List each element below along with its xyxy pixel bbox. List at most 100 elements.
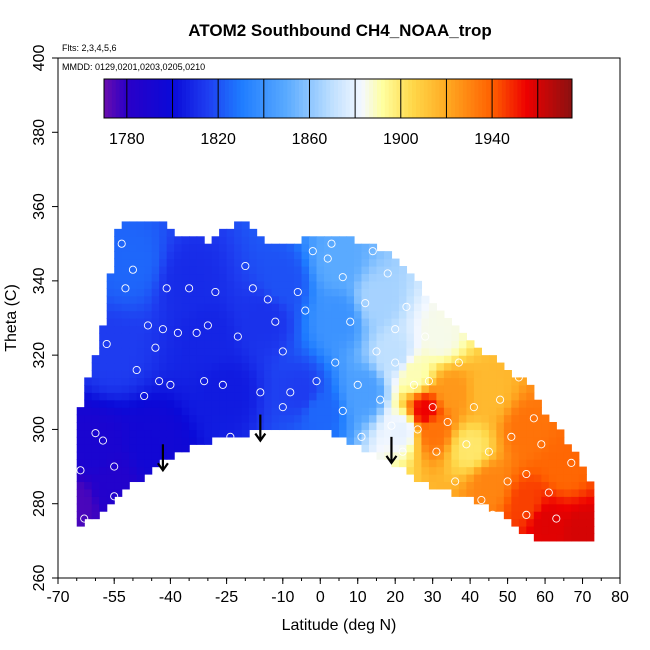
- field-cell: [331, 258, 340, 267]
- field-cell: [586, 511, 595, 520]
- field-cell: [136, 303, 145, 312]
- field-cell: [346, 422, 355, 431]
- field-cell: [264, 370, 273, 379]
- colorbar-segment: [174, 79, 179, 118]
- field-cell: [264, 399, 273, 408]
- field-cell: [294, 399, 303, 408]
- field-cell: [511, 392, 520, 401]
- field-cell: [84, 481, 93, 490]
- field-cell: [301, 392, 310, 401]
- field-cell: [301, 243, 310, 252]
- observation-marker: [117, 239, 126, 248]
- field-cell: [571, 488, 580, 497]
- field-cell: [114, 236, 123, 245]
- field-cell: [541, 518, 550, 527]
- field-cell: [151, 295, 160, 304]
- field-cell: [451, 414, 460, 423]
- field-cell: [151, 318, 160, 327]
- field-cell: [136, 414, 145, 423]
- field-cell: [114, 340, 123, 349]
- field-cell: [451, 422, 460, 431]
- field-cell: [571, 474, 580, 483]
- field-cell: [413, 332, 423, 341]
- field-cell: [286, 414, 295, 423]
- colorbar-segment: [408, 79, 413, 118]
- field-cell: [324, 280, 333, 289]
- field-cell: [376, 303, 385, 312]
- colorbar-tick-labels: 1780 1820 1860 1900 1940: [109, 131, 510, 148]
- field-cell: [406, 444, 415, 453]
- field-cell: [249, 340, 258, 349]
- field-cell: [443, 362, 452, 371]
- field-cell: [556, 459, 565, 468]
- field-cell: [383, 258, 393, 267]
- field-cell: [99, 436, 108, 445]
- field-cell: [129, 392, 138, 401]
- field-cell: [383, 347, 393, 356]
- observation-marker: [398, 447, 407, 456]
- colorbar-segment: [213, 79, 218, 118]
- field-cell: [309, 362, 318, 371]
- field-cell: [279, 295, 288, 304]
- field-cell: [271, 340, 280, 349]
- field-cell: [271, 258, 280, 267]
- field-cell: [586, 496, 595, 505]
- field-cell: [166, 310, 175, 319]
- field-cell: [204, 258, 213, 267]
- field-cell: [121, 266, 130, 275]
- field-cell: [346, 429, 355, 438]
- field-cell: [428, 392, 438, 401]
- field-cell: [129, 221, 138, 230]
- field-cell: [241, 347, 250, 356]
- colorbar-segment: [447, 79, 452, 118]
- field-cell: [309, 303, 318, 312]
- observation-marker: [162, 284, 171, 293]
- colorbar-segment: [322, 79, 327, 118]
- field-cell: [249, 236, 258, 245]
- field-cell: [286, 266, 295, 275]
- field-cell: [466, 474, 475, 483]
- field-cell: [211, 399, 220, 408]
- field-cell: [503, 392, 512, 401]
- colorbar-segment: [419, 79, 425, 118]
- field-cell: [511, 503, 520, 512]
- field-cell: [428, 303, 438, 312]
- y-tick-label: 320: [31, 342, 48, 369]
- field-cell: [286, 251, 295, 260]
- field-cell: [114, 347, 123, 356]
- field-cell: [159, 362, 168, 371]
- field-cell: [346, 266, 355, 275]
- field-cell: [174, 355, 183, 364]
- field-cell: [391, 399, 400, 408]
- observation-marker: [428, 403, 437, 412]
- field-cell: [129, 228, 138, 237]
- colorbar-segment: [497, 79, 503, 118]
- field-cell: [196, 310, 205, 319]
- colorbar-segment: [517, 79, 522, 118]
- colorbar-segment: [221, 79, 226, 118]
- field-cell: [301, 280, 310, 289]
- observation-marker: [346, 317, 355, 326]
- colorbar-segment: [466, 79, 472, 118]
- colorbar-segment: [314, 79, 319, 118]
- field-cell: [331, 310, 340, 319]
- field-cell: [361, 310, 370, 319]
- field-cell: [234, 392, 243, 401]
- field-cell: [368, 407, 378, 416]
- field-cell: [368, 288, 378, 297]
- field-cell: [129, 266, 138, 275]
- field-cell: [211, 266, 220, 275]
- field-cell: [436, 444, 445, 453]
- field-cell: [114, 429, 123, 438]
- field-cell: [144, 243, 153, 252]
- field-cell: [136, 355, 145, 364]
- field-cell: [144, 392, 153, 401]
- field-cell: [548, 526, 557, 535]
- field-cell: [121, 236, 130, 245]
- field-cell: [279, 422, 288, 431]
- field-cell: [301, 251, 310, 260]
- field-cell: [481, 466, 490, 475]
- field-cell: [249, 325, 258, 334]
- field-cell: [406, 347, 415, 356]
- field-cell: [563, 511, 572, 520]
